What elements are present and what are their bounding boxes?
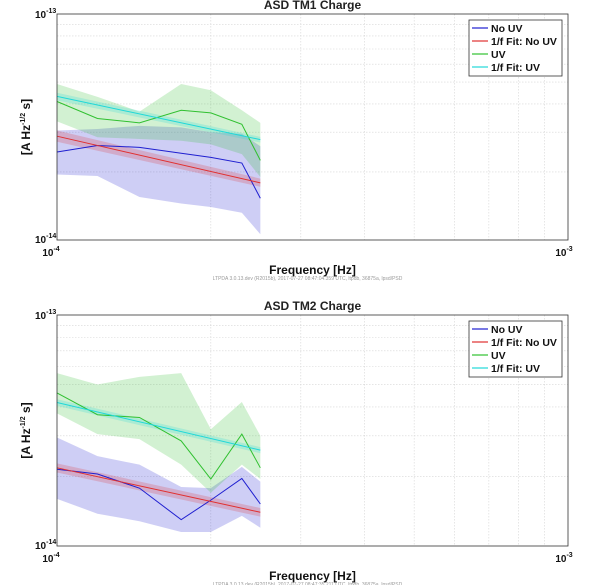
x-tick-label: 10-4 [42,246,59,259]
legend-entry-uv: UV [491,350,506,362]
y-axis-label-main: [A Hz [19,125,33,155]
y-axis-label-main: [A Hz [19,428,33,458]
grid [57,315,568,546]
series-line-fit_no_uv [56,135,261,184]
axes-box [56,13,569,241]
y-tick-label: 10-13 [35,309,56,322]
band-fit_no_uv [57,130,261,187]
band-no_uv [57,437,261,532]
x-tick-exp: -3 [566,552,572,559]
chart-title: ASD TM2 Charge [264,299,362,313]
footer-text: LTPDA 3.0.13.dev (R2015b), 2017-07-27 08… [213,582,403,585]
y-tick-label: 10-13 [35,8,56,21]
y-tick-label: 10-14 [35,539,56,552]
legend-entry-fit_uv: 1/f Fit: UV [491,363,540,375]
footer-text: LTPDA 3.0.13.dev (R2015b), 2017-07-27 08… [213,276,403,282]
series-line-fit_uv [56,95,261,141]
y-axis-label-exp: -1/2 [20,113,27,125]
legend-entry-no_uv: No UV [491,324,523,336]
legend-entry-no_uv: No UV [491,23,523,35]
x-axis-label: Frequency [Hz] [269,569,356,583]
y-tick-exp: -13 [46,8,56,15]
series-line-fit_uv [56,402,261,451]
x-axis-label: Frequency [Hz] [269,263,356,277]
y-tick-label: 10-14 [35,233,56,246]
y-tick-exp: -13 [46,309,56,316]
band-no_uv [57,125,261,235]
x-tick-label: 10-4 [42,552,59,565]
series-line-fit_no_uv [56,467,261,513]
x-tick-exp: -4 [53,552,59,559]
chart-panel-1: ASD TM1 Charge 10-4 10-3 10-13 10-14 Frequenc… [19,0,573,282]
legend-entry-fit_no_uv: 1/f Fit: No UV [491,337,557,349]
axes-box [56,314,569,547]
y-tick-exp: -14 [46,539,56,546]
grid [57,14,568,240]
y-axis-label: [A Hz-1/2 s] [19,402,33,458]
y-axis-label: [A Hz-1/2 s] [19,99,33,155]
x-tick-exp: -4 [53,246,59,253]
y-axis-label-exp: -1/2 [20,416,27,428]
legend-entry-fit_no_uv: 1/f Fit: No UV [491,36,557,48]
legend-entry-uv: UV [491,49,506,61]
band-uv [57,373,261,493]
y-axis-label-tail: s] [19,99,33,113]
legend-entry-fit_uv: 1/f Fit: UV [491,62,540,74]
y-tick-exp: -14 [46,233,56,240]
chart-panel-2: ASD TM2 Charge 10-4 10-3 10-13 10-14 Frequenc… [19,299,573,585]
x-tick-exp: -3 [566,246,572,253]
y-axis-label-tail: s] [19,402,33,416]
x-tick-label: 10-3 [555,552,572,565]
chart-title: ASD TM1 Charge [264,0,362,12]
x-tick-label: 10-3 [555,246,572,259]
